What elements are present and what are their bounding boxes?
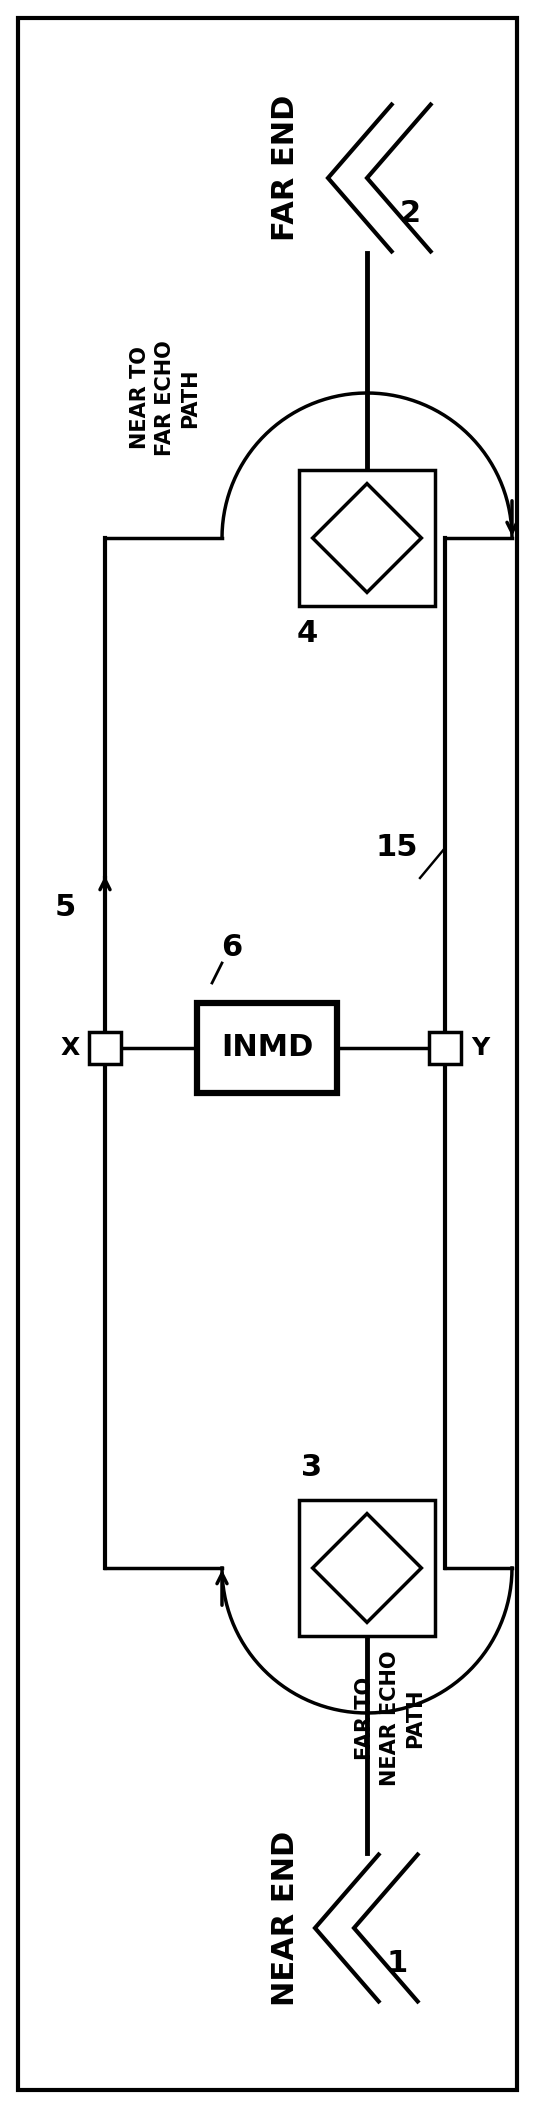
Text: 5: 5 — [55, 894, 75, 923]
Text: 1: 1 — [386, 1948, 408, 1977]
Bar — [429, 1033, 461, 1065]
Bar — [197, 1003, 337, 1094]
Bar — [299, 470, 435, 605]
Text: Y: Y — [471, 1035, 489, 1060]
Text: 15: 15 — [376, 833, 418, 862]
Text: 3: 3 — [301, 1455, 323, 1482]
Text: FAR TO
NEAR ECHO
PATH: FAR TO NEAR ECHO PATH — [355, 1651, 425, 1785]
Bar — [89, 1033, 121, 1065]
Text: NEAR END: NEAR END — [271, 1830, 300, 2005]
Bar — [299, 1501, 435, 1636]
Text: 4: 4 — [296, 618, 318, 647]
Text: NEAR TO
FAR ECHO
PATH: NEAR TO FAR ECHO PATH — [130, 339, 200, 455]
Text: 6: 6 — [221, 934, 243, 963]
Text: 2: 2 — [400, 198, 421, 228]
Text: X: X — [60, 1035, 80, 1060]
Text: INMD: INMD — [221, 1033, 313, 1062]
Text: FAR END: FAR END — [271, 95, 300, 240]
